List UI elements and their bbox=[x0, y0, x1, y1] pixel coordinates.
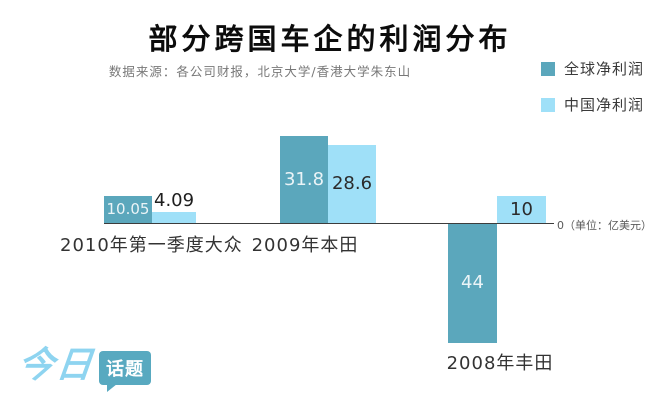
axis-unit-label: 0（单位：亿美元） bbox=[557, 219, 652, 232]
bar-honda-china: 28.6 bbox=[328, 145, 376, 223]
zero-axis-line bbox=[104, 223, 554, 224]
logo-jinri-text: 今日 bbox=[15, 345, 97, 386]
bar-volkswagen-global: 10.05 bbox=[104, 196, 152, 223]
legend: 全球净利润 中国净利润 bbox=[540, 58, 644, 130]
bar-toyota-global: 44 bbox=[448, 223, 497, 343]
legend-item-china: 中国净利润 bbox=[540, 94, 644, 115]
bar-toyota-china: 10 bbox=[497, 196, 546, 223]
legend-swatch-china-icon bbox=[540, 97, 555, 112]
category-label-toyota: 2008年丰田 bbox=[446, 353, 554, 374]
bar-value-label: 44 bbox=[461, 272, 484, 293]
legend-label-china: 中国净利润 bbox=[563, 96, 644, 114]
legend-label-global: 全球净利润 bbox=[563, 60, 644, 78]
legend-item-global: 全球净利润 bbox=[540, 58, 644, 79]
bar-value-label: 28.6 bbox=[331, 173, 373, 194]
legend-swatch-global-icon bbox=[540, 61, 555, 76]
category-label-volkswagen: 2010年第一季度大众 bbox=[60, 235, 243, 256]
bar-value-label: 4.09 bbox=[154, 190, 195, 211]
bar-value-label: 10 bbox=[510, 198, 533, 220]
bar-value-label: 10.05 bbox=[106, 200, 150, 218]
logo-huati-speech-bubble: 话题 bbox=[99, 351, 152, 392]
bar-volkswagen-china: 4.09 bbox=[152, 192, 196, 223]
chart-title: 部分跨国车企的利润分布 bbox=[148, 22, 512, 56]
data-source-note: 数据来源：各公司财报，北京大学/香港大学朱东山 bbox=[108, 64, 412, 79]
bar-value-label: 31.8 bbox=[283, 168, 325, 190]
category-label-honda: 2009年本田 bbox=[251, 235, 359, 256]
today-topic-logo: 今日 话题 bbox=[15, 345, 152, 392]
bar-honda-global: 31.8 bbox=[280, 136, 328, 223]
